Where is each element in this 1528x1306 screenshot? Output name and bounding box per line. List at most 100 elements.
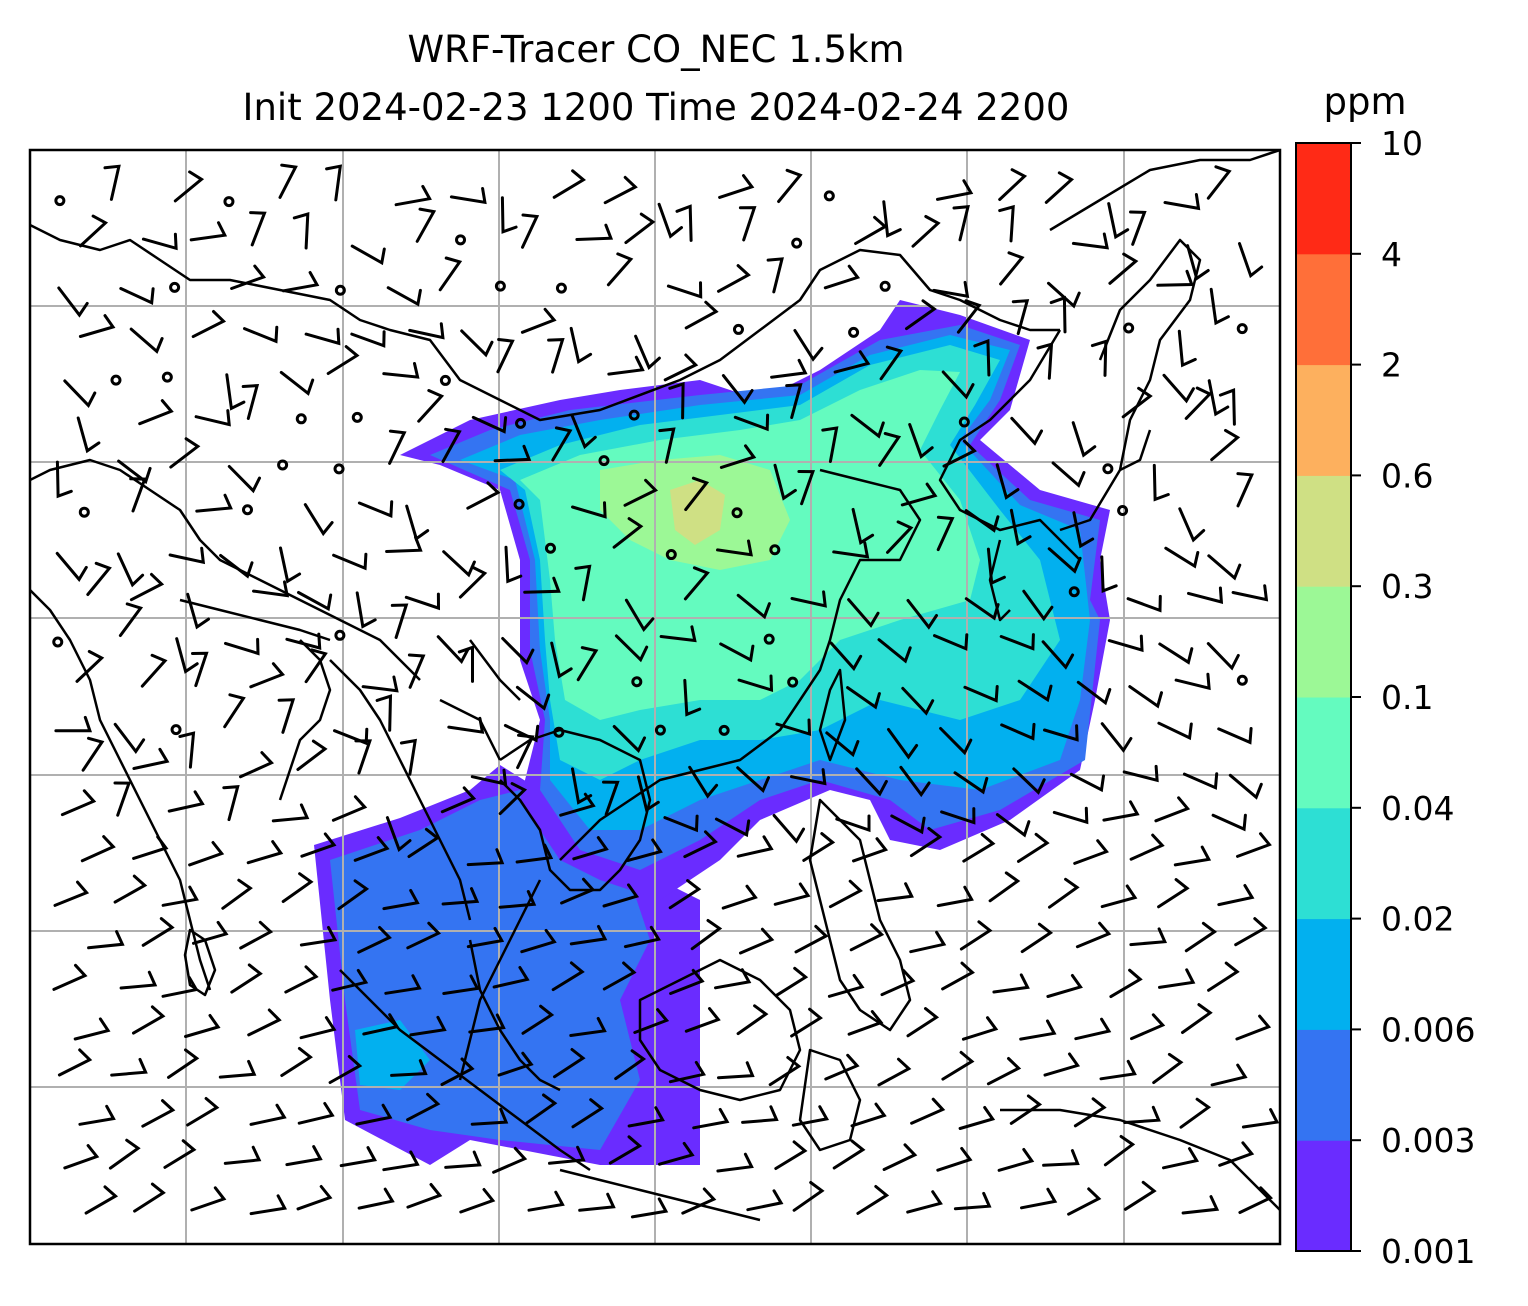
wind-barb xyxy=(192,920,229,945)
coast-india xyxy=(30,458,421,991)
wind-barb xyxy=(847,598,880,628)
wind-barb xyxy=(719,444,757,469)
wind-barb xyxy=(1000,722,1036,741)
wind-barb xyxy=(775,718,812,737)
wind-barb xyxy=(1130,1013,1166,1041)
colorbar-swatch xyxy=(1296,807,1351,920)
wind-barb xyxy=(572,836,609,861)
wind-barb xyxy=(184,1014,221,1038)
wind-barb xyxy=(1238,1186,1274,1214)
wind-barb xyxy=(493,444,532,463)
wind-barb xyxy=(1209,287,1230,326)
calm-wind-marker xyxy=(848,326,860,338)
wind-barb xyxy=(292,211,310,250)
wind-barb xyxy=(959,920,993,951)
wind-barb xyxy=(630,1197,669,1219)
wind-barb xyxy=(602,961,637,991)
wind-barb xyxy=(690,919,723,951)
wind-barb xyxy=(736,766,770,794)
wind-barb xyxy=(1076,680,1112,706)
wind-barb xyxy=(603,175,638,205)
wind-barb xyxy=(1179,1097,1212,1129)
wind-barb xyxy=(415,207,437,243)
wind-barb xyxy=(406,921,442,950)
wind-barb xyxy=(161,885,199,907)
wind-barb xyxy=(230,264,267,290)
wind-barb xyxy=(1156,269,1194,287)
wind-barb xyxy=(498,782,528,816)
wind-barb xyxy=(790,590,827,608)
wind-barb xyxy=(297,1102,335,1125)
wind-barb xyxy=(952,205,970,242)
wind-barb xyxy=(355,591,377,629)
wind-barb xyxy=(492,966,530,989)
wind-barb xyxy=(578,1192,616,1212)
colorbar-tick-label: 0.001 xyxy=(1381,1232,1475,1271)
wind-barb xyxy=(612,725,646,754)
wind-barb xyxy=(252,580,290,598)
wind-barb xyxy=(219,553,254,579)
wind-barb xyxy=(668,1060,706,1084)
wind-barb xyxy=(1017,832,1050,863)
colorbar-tick-label: 2 xyxy=(1381,346,1402,385)
wind-barb xyxy=(1107,634,1144,653)
wind-barb xyxy=(1121,386,1153,419)
wind-barb xyxy=(936,515,955,552)
wind-barb xyxy=(1152,1052,1184,1085)
wind-barb xyxy=(719,642,755,663)
wind-barb xyxy=(190,1186,227,1212)
wind-barb xyxy=(350,330,386,348)
calm-wind-marker xyxy=(333,463,345,475)
calm-wind-marker xyxy=(1236,323,1248,335)
wind-barb xyxy=(633,1008,670,1034)
wind-barb xyxy=(132,1005,166,1035)
wind-barb xyxy=(953,1191,992,1211)
wind-barb xyxy=(361,675,399,693)
wind-barb xyxy=(995,463,1020,500)
wind-barb xyxy=(466,848,505,867)
wind-barb xyxy=(612,517,644,549)
wind-barb xyxy=(992,973,1030,994)
wind-barb xyxy=(357,926,392,954)
wind-barb xyxy=(570,413,597,450)
wind-barb xyxy=(385,816,412,852)
wind-barb xyxy=(1187,586,1224,604)
wind-barb xyxy=(175,637,199,674)
wind-barb xyxy=(1218,1141,1255,1167)
wind-barb xyxy=(304,648,328,684)
wind-barb xyxy=(737,674,774,693)
wind-barb xyxy=(716,539,753,557)
calm-wind-marker xyxy=(1068,586,1080,598)
wind-barb xyxy=(1100,722,1133,753)
coast-borneo xyxy=(638,958,802,1102)
wind-barb xyxy=(827,973,865,998)
wind-barb xyxy=(790,768,827,786)
wind-barb xyxy=(1228,773,1263,800)
wind-barb xyxy=(1184,921,1218,953)
wind-barb xyxy=(623,478,659,507)
wind-barb xyxy=(721,884,758,910)
wind-barb xyxy=(75,650,105,683)
wind-barb xyxy=(663,814,699,833)
wind-barb xyxy=(792,1181,825,1212)
wind-barb xyxy=(1236,832,1272,858)
wind-barb xyxy=(1177,329,1197,368)
wind-barb xyxy=(882,1143,918,1171)
wind-barb xyxy=(823,264,861,290)
wind-barb xyxy=(575,223,614,241)
wind-barb xyxy=(417,389,445,423)
wind-barb xyxy=(684,1007,721,1033)
wind-barb xyxy=(1211,813,1247,832)
wind-barb xyxy=(227,465,261,494)
wind-barb xyxy=(225,373,246,411)
wind-barb xyxy=(357,500,394,518)
wind-barb xyxy=(471,415,508,434)
wind-barb xyxy=(133,1182,166,1213)
wind-barb xyxy=(901,686,935,716)
wind-barb xyxy=(78,1104,116,1126)
wind-barb xyxy=(527,1190,565,1212)
wind-barb xyxy=(986,1057,1022,1086)
wind-barb xyxy=(773,882,811,906)
wind-barb xyxy=(880,969,916,997)
wind-barb xyxy=(683,830,718,859)
